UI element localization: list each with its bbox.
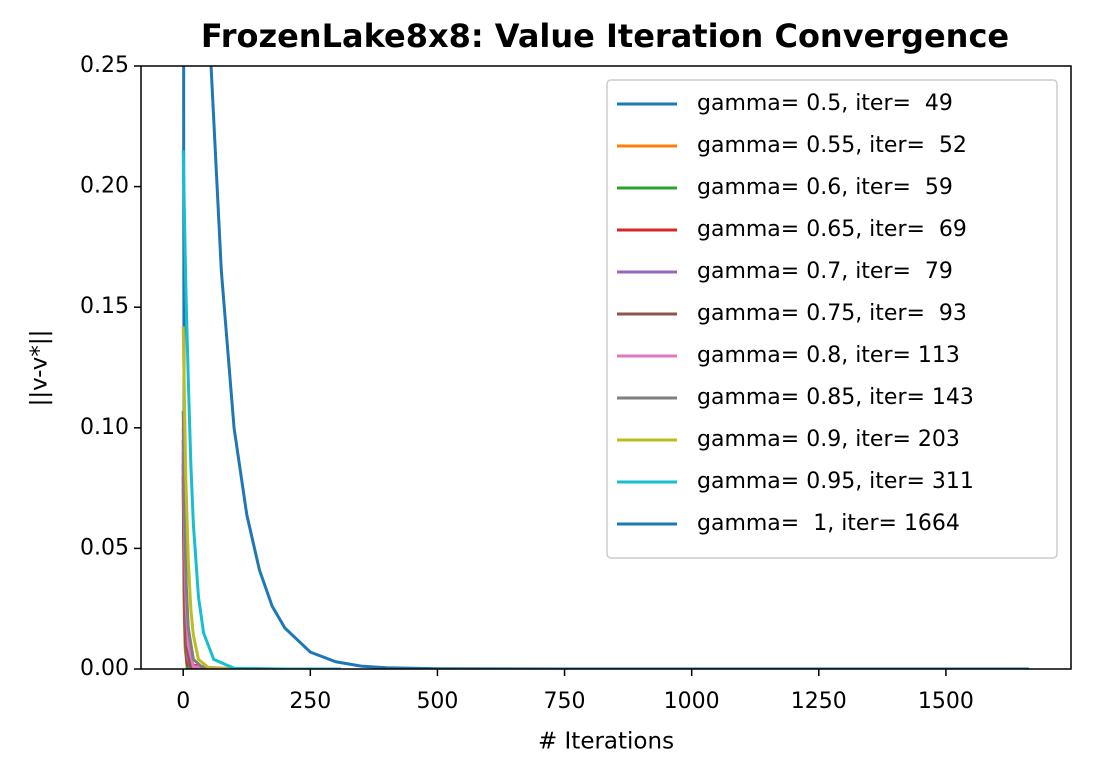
series-line [209, 66, 1029, 669]
y-tick-label: 0.00 [80, 656, 129, 681]
legend-label: gamma= 0.6, iter= 59 [697, 175, 953, 200]
x-axis-label: # Iterations [538, 729, 674, 755]
legend-label: gamma= 0.9, iter= 203 [697, 427, 960, 452]
legend: gamma= 0.5, iter= 49 gamma= 0.55, iter= 5… [606, 79, 1058, 559]
legend-label: gamma= 1, iter= 1664 [697, 511, 960, 536]
legend-label: gamma= 0.95, iter= 311 [697, 469, 974, 494]
plot-frame [140, 65, 1072, 670]
x-tick-label: 500 [416, 689, 458, 714]
x-tick-label: 1000 [664, 689, 720, 714]
legend-label: gamma= 0.55, iter= 52 [697, 133, 967, 158]
y-tick-label: 0.25 [80, 53, 129, 78]
legend-box [606, 79, 1058, 559]
series-line [181, 150, 341, 669]
x-tick-label: 0 [176, 689, 190, 714]
x-tick-label: 1500 [918, 689, 974, 714]
y-tick-label: 0.20 [80, 174, 129, 199]
series-line [181, 326, 286, 669]
y-tick-label: 0.05 [80, 535, 129, 560]
y-tick-label: 0.10 [80, 415, 129, 440]
x-tick-label: 750 [544, 689, 586, 714]
chart-title: FrozenLake8x8: Value Iteration Convergen… [201, 17, 1009, 55]
legend-label: gamma= 0.5, iter= 49 [697, 91, 953, 116]
legend-label: gamma= 0.85, iter= 143 [697, 385, 974, 410]
x-tick-label: 250 [289, 689, 331, 714]
x-tick-label: 1250 [791, 689, 847, 714]
legend-label: gamma= 0.7, iter= 79 [697, 259, 953, 284]
legend-label: gamma= 0.8, iter= 113 [697, 343, 960, 368]
y-tick-label: 0.15 [80, 294, 129, 319]
legend-label: gamma= 0.75, iter= 93 [697, 301, 967, 326]
legend-label: gamma= 0.65, iter= 69 [697, 217, 967, 242]
y-axis-label: ||v-v*|| [27, 330, 53, 407]
